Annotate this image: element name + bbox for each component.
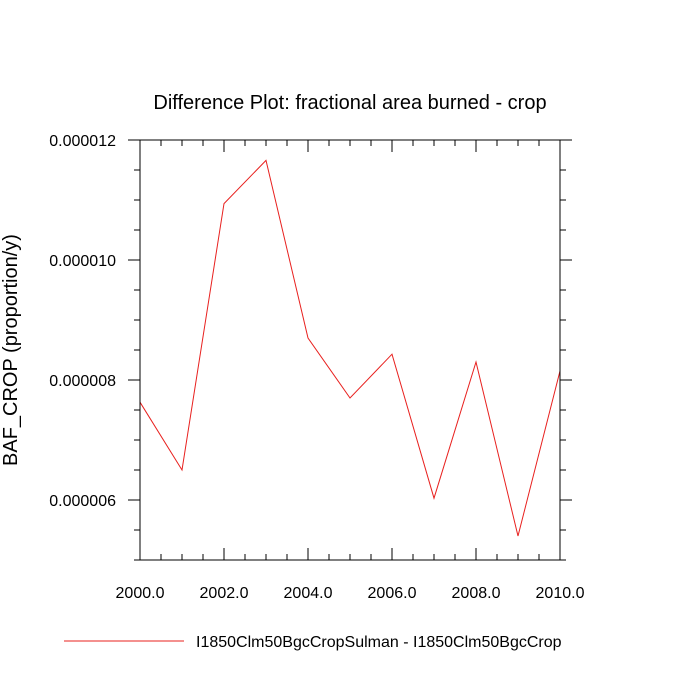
x-tick-label: 2006.0 (368, 585, 417, 602)
legend: I1850Clm50BgcCropSulman - I1850Clm50BgcC… (64, 634, 562, 651)
x-tick-label: 2000.0 (116, 585, 165, 602)
y-tick-label: 0.000012 (49, 133, 116, 150)
plot-frame (139, 139, 561, 561)
chart-title: Difference Plot: fractional area burned … (153, 92, 546, 114)
x-tick-label: 2002.0 (200, 585, 249, 602)
y-tick-label: 0.000010 (49, 253, 116, 270)
y-tick-label: 0.000006 (49, 493, 116, 510)
x-tick-label: 2010.0 (536, 585, 585, 602)
x-tick-label: 2008.0 (452, 585, 501, 602)
series-layer (139, 159, 561, 537)
y-axis-label: BAF_CROP (proportion/y) (0, 234, 22, 466)
x-tick-label: 2004.0 (284, 585, 333, 602)
series-line (139, 159, 561, 537)
legend-label: I1850Clm50BgcCropSulman - I1850Clm50BgcC… (196, 634, 562, 651)
y-tick-label: 0.000008 (49, 373, 116, 390)
axis-ticks: 2000.0 2002.0 2004.0 2006.0 2008.0 2010.0 0.00… (49, 133, 584, 602)
